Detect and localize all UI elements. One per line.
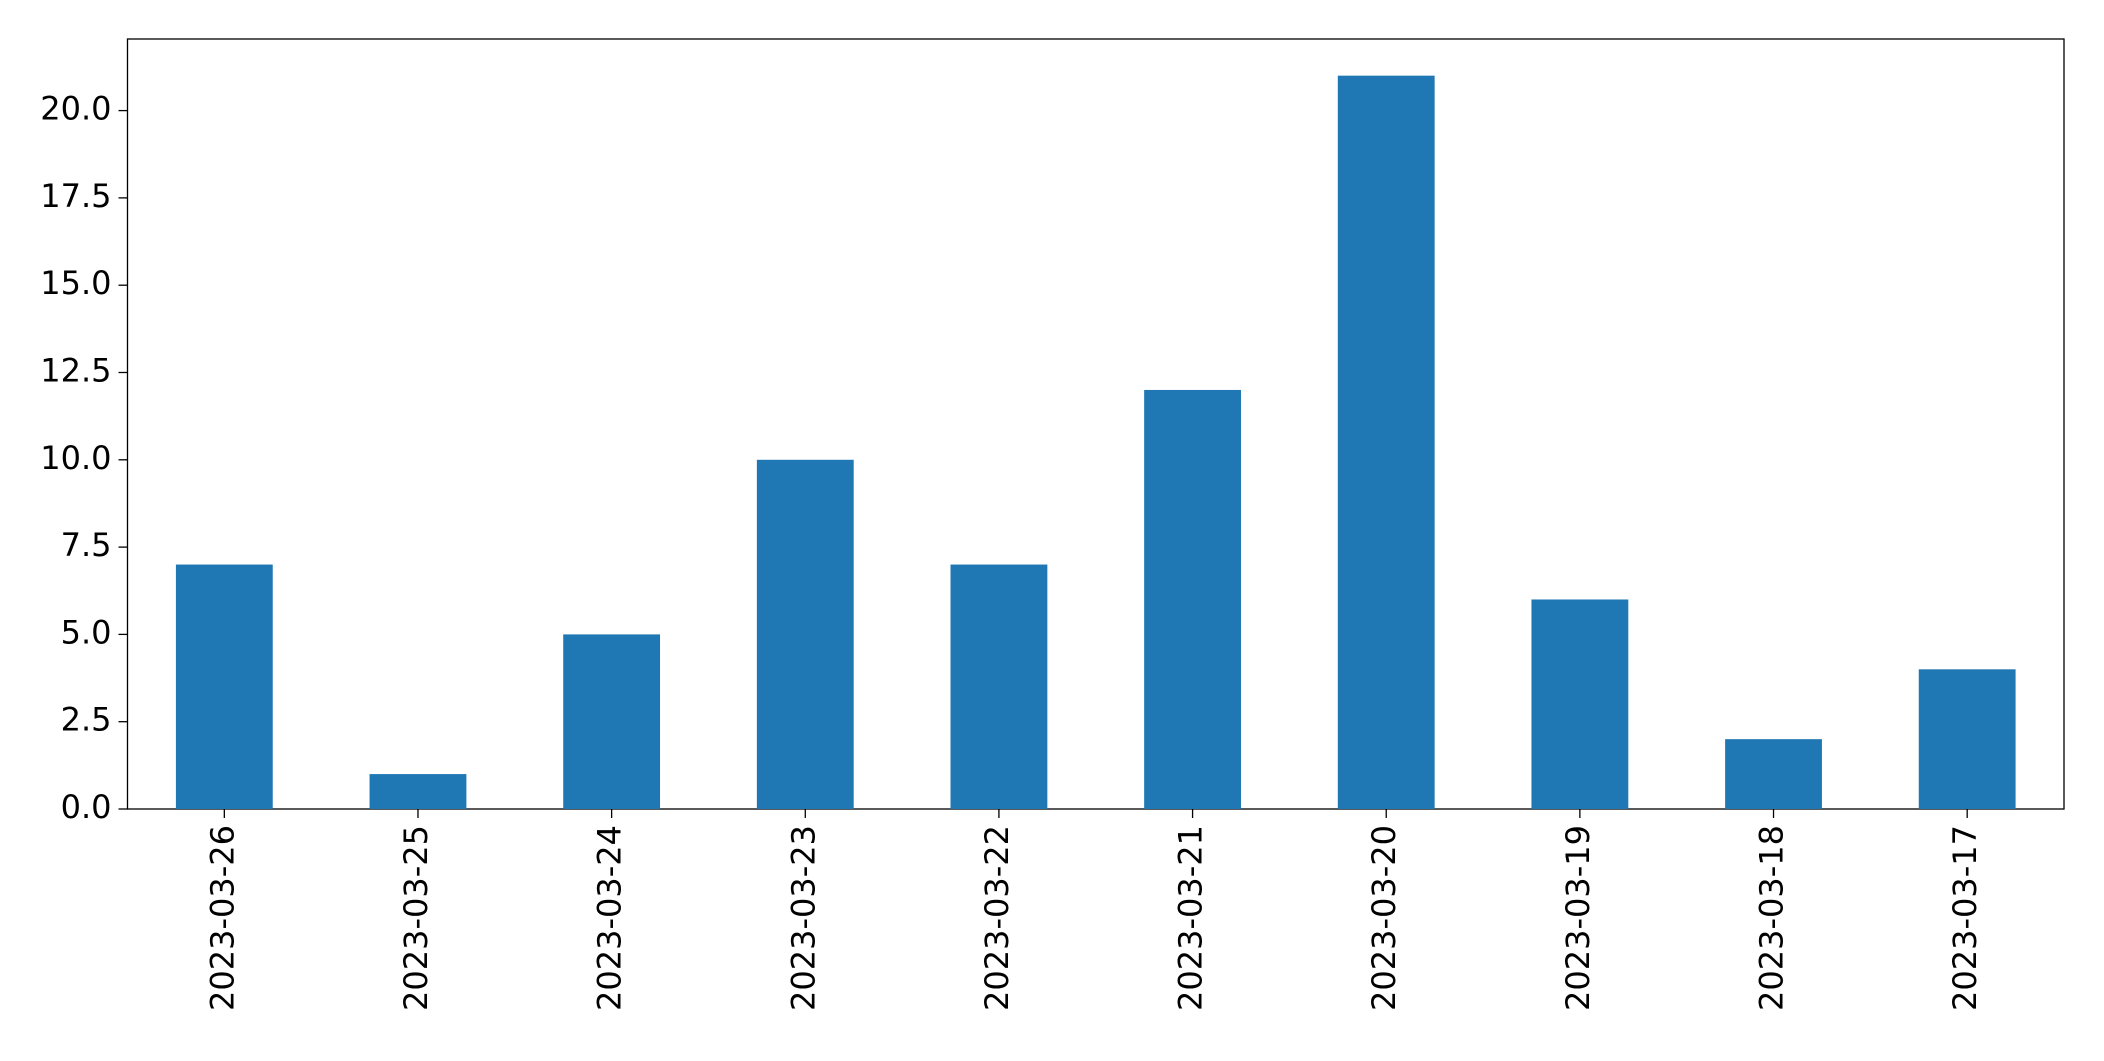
y-tick-label: 5.0	[61, 613, 112, 651]
x-tick-label: 2023-03-17	[1946, 825, 1984, 1011]
bar	[1531, 599, 1629, 809]
bar	[369, 774, 467, 809]
y-tick-label: 7.5	[61, 526, 112, 564]
y-tick-label: 15.0	[40, 264, 111, 302]
y-tick-label: 20.0	[40, 90, 111, 128]
y-tick-label: 10.0	[40, 439, 111, 477]
bar	[1144, 389, 1241, 809]
x-tick-label: 2023-03-25	[397, 825, 435, 1011]
x-tick-label: 2023-03-20	[1365, 825, 1403, 1011]
bar	[950, 564, 1048, 809]
y-tick-label: 0.0	[61, 788, 112, 826]
bar	[1337, 75, 1435, 809]
x-tick-label: 2023-03-18	[1753, 825, 1791, 1011]
bar	[563, 634, 661, 809]
y-tick-label: 17.5	[40, 177, 111, 215]
x-tick-label: 2023-03-24	[591, 825, 629, 1011]
x-tick-label: 2023-03-21	[1172, 825, 1210, 1011]
bar	[756, 459, 854, 809]
x-tick-label: 2023-03-19	[1559, 825, 1597, 1011]
y-tick-label: 2.5	[61, 701, 112, 739]
bar	[1918, 669, 2016, 809]
y-tick-label: 12.5	[40, 351, 111, 389]
bar	[175, 564, 273, 809]
x-tick-label: 2023-03-22	[978, 825, 1016, 1011]
x-tick-label: 2023-03-23	[784, 825, 822, 1011]
x-tick-label: 2023-03-26	[203, 825, 241, 1011]
bar	[1725, 739, 1822, 809]
axes-frame	[126, 38, 2065, 810]
